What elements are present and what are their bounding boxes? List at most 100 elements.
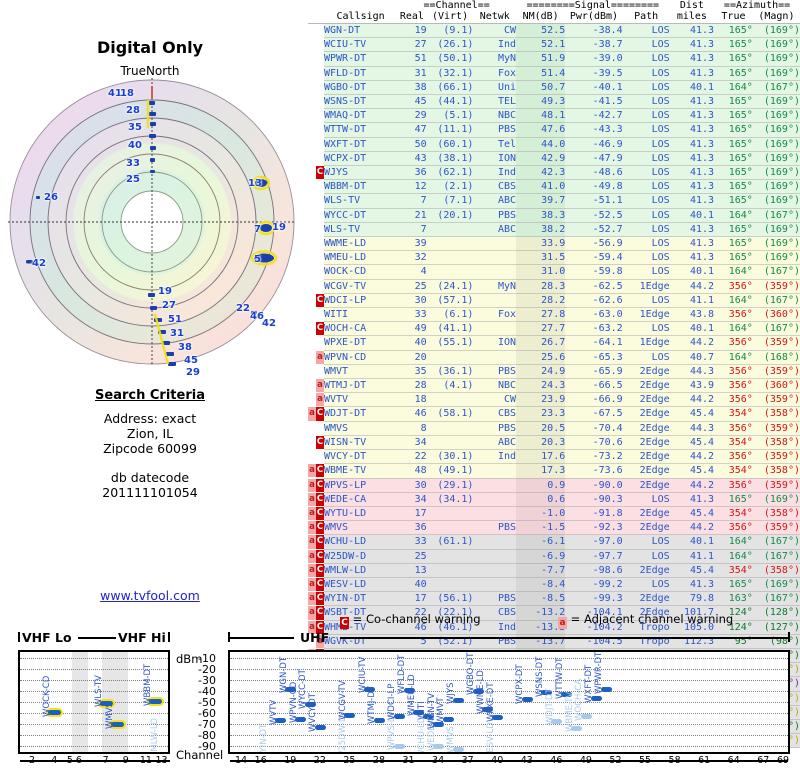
col-header-callsign[interactable]: Callsign (324, 11, 398, 24)
spectrum-bar[interactable] (590, 696, 602, 702)
table-row[interactable]: WOCK-CD 4 31.0 -59.8 LOS 40.1 164° (167°) (308, 264, 800, 280)
col-header-real[interactable]: Real (397, 11, 427, 24)
tvfool-link[interactable]: www.tvfool.com (100, 588, 200, 603)
col-header-nm[interactable]: NM(dB) (516, 11, 566, 24)
spectrum-bar[interactable] (580, 714, 592, 720)
spectrum-bar[interactable] (433, 744, 445, 750)
spectrum-bar[interactable] (413, 709, 425, 715)
table-row[interactable]: a C WDJT-DT 46 (58.1) CBS 23.3 -67.5 2Edge 45.4 35… (308, 406, 800, 422)
cell-azimuth-magnetic: (169°) (752, 165, 800, 181)
table-row[interactable]: WCIU-TV 27 (26.1) Ind 52.1 -38.7 LOS 41.3 165° (1… (308, 37, 800, 53)
table-row[interactable]: WGN-DT 19 (9.1) CW 52.5 -38.4 LOS 41.3 165° (169°… (308, 23, 800, 39)
table-row[interactable]: C WISN-TV 34 ABC 20.3 -70.6 2Edge 45.4 354° (358°… (308, 435, 800, 451)
table-row[interactable]: a C WEDE-CA 34 (34.1) 0.6 -90.3 LOS 41.3 165° (169… (308, 492, 800, 507)
spectrum-bar[interactable] (482, 707, 494, 713)
table-row[interactable]: a C W25DW-D 25 -6.9 -97.7 LOS 41.1 164° (167°) (308, 549, 800, 564)
spectrum-bar[interactable] (452, 697, 464, 703)
col-header-path[interactable]: Path (622, 11, 670, 24)
table-row[interactable]: WGBO-DT 38 (66.1) Uni 50.7 -40.1 LOS 40.1 164° (1… (308, 80, 800, 96)
cell-power: -52.7 (565, 222, 623, 238)
spectrum-bar[interactable] (393, 713, 405, 719)
table-row[interactable]: WMVT 35 (36.1) PBS 24.9 -65.9 2Edge 44.3 356° (35… (308, 364, 800, 380)
table-row[interactable]: a WGVK-DT 5 (52.1) PBS -13.7 -104.5 Tropo 112.3 9… (308, 634, 800, 649)
table-row[interactable]: WPXE-DT 40 (55.1) ION 26.7 -64.1 1Edge 44.2 356°… (308, 335, 800, 351)
spectrum-bar[interactable] (314, 725, 326, 731)
spectrum-bar[interactable] (156, 754, 169, 755)
table-row[interactable]: WCGV-TV 25 (24.1) MyN 28.3 -62.5 1Edge 44.2 356°… (308, 279, 800, 294)
table-row[interactable]: WPWR-DT 51 (50.1) MyN 51.9 -39.0 LOS 41.3 165° (1… (308, 51, 800, 67)
table-row[interactable]: a WPVN-CD 20 25.6 -65.3 LOS 40.7 164° (168°) (308, 350, 800, 365)
spectrum-bar[interactable] (285, 686, 297, 692)
table-row[interactable]: C WOCH-CA 49 (41.1) 27.7 -63.2 LOS 40.1 164° (167… (308, 321, 800, 337)
table-row[interactable]: WTTW-DT 47 (11.1) PBS 47.6 -43.3 LOS 41.3 165° (1… (308, 122, 800, 138)
table-row[interactable]: C WJYS 36 (62.1) Ind 42.3 -48.6 LOS 41.3 165° (169… (308, 165, 800, 181)
table-row[interactable]: WLS-TV 7 (7.1) ABC 39.7 -51.1 LOS 41.3 165° (169°… (308, 193, 800, 209)
col-header-virt[interactable]: (Virt) (426, 11, 474, 24)
table-row[interactable]: WCPX-DT 43 (38.1) ION 42.9 -47.9 LOS 41.3 165° (1… (308, 151, 800, 167)
cell-power: -104.1 (565, 605, 623, 621)
spectrum-bar[interactable] (541, 690, 553, 696)
spectrum-bar[interactable] (364, 686, 376, 692)
col-header-pwr[interactable]: Pwr(dBm) (565, 11, 623, 24)
table-row[interactable]: WMAQ-DT 29 (5.1) NBC 48.1 -42.7 LOS 41.3 165° (16… (308, 108, 800, 124)
spectrum-bar[interactable] (492, 715, 504, 721)
table-row[interactable]: a C WBME-TV 48 (49.1) 17.3 -73.6 2Edge 45.4 354°(… (308, 463, 800, 479)
spectrum-bar[interactable] (99, 700, 113, 706)
table-row[interactable]: WFLD-DT 31 (32.1) Fox 51.4 -39.5 LOS 41.3 165° (1… (308, 66, 800, 81)
spectrum-bar[interactable] (423, 751, 435, 752)
spectrum-bar[interactable] (373, 717, 385, 723)
table-row[interactable]: a WVTV 18 CW 23.9 -66.9 2Edge 44.2 356° (359°) (308, 392, 800, 408)
table-row[interactable]: WLS-TV 7 ABC 38.2 -52.7 LOS 41.3 165° (169°) (308, 222, 800, 238)
table-row[interactable]: WXFT-DT 50 (60.1) Tel 44.0 -46.9 LOS 41.3 165° (1… (308, 137, 800, 152)
table-row[interactable]: a C WYIN-DT 17 (56.1) PBS -8.5 -99.3 2Edge 79.8 16… (308, 591, 800, 607)
cell-path: 2Edge (622, 406, 670, 422)
table-row[interactable]: WVCY-DT 22 (30.1) Ind 17.6 -73.2 2Edge 44.2 356°… (308, 449, 800, 465)
spectrum-bar[interactable] (561, 692, 573, 698)
spectrum-bar[interactable] (275, 718, 287, 724)
table-row[interactable]: a C WESV-LD 40 -8.4 -99.2 LOS 41.3 165° (169°) (308, 577, 800, 593)
table-row[interactable]: WBBM-DT 12 (2.1) CBS 41.0 -49.8 LOS 41.3 165° (16… (308, 179, 800, 195)
adjacent-warning-icon: a (308, 535, 316, 549)
table-row[interactable]: a C WMLW-LD 13 -7.7 -98.6 2Edge 45.4 354° (358°) (308, 563, 800, 578)
dbm-tick-label: -50 (198, 696, 216, 709)
spectrum-bar[interactable] (521, 697, 533, 703)
spectrum-bar[interactable] (48, 710, 62, 716)
table-row[interactable]: a C WMVS 36 PBS -1.5 -92.3 2Edge 44.2 356° (359°) (308, 520, 800, 536)
table-row[interactable]: WMEU-LD 32 31.5 -59.4 LOS 41.3 165° (169°) (308, 250, 800, 266)
spectrum-bar[interactable] (304, 702, 316, 708)
col-header-miles[interactable]: miles (669, 11, 715, 24)
spectrum-bar[interactable] (403, 687, 415, 693)
chart-gridline (20, 657, 168, 659)
spectrum-bar[interactable] (295, 716, 307, 722)
col-header-magn[interactable]: (Magn) (752, 11, 800, 24)
cell-noise-margin: -1.0 (516, 506, 566, 522)
col-header-true[interactable]: True (714, 11, 753, 24)
spectrum-bar[interactable] (393, 743, 405, 749)
spectrum-bar[interactable] (571, 725, 583, 731)
spectrum-bar[interactable] (148, 699, 162, 705)
spectrum-bar[interactable] (600, 687, 612, 693)
table-row[interactable]: a C WYTU-LD 17 -1.0 -91.8 2Edge 45.4 354° (358°) (308, 506, 800, 522)
spectrum-bar[interactable] (551, 718, 563, 724)
table-row[interactable]: WSNS-DT 45 (44.1) TEL 49.3 -41.5 LOS 41.3 165° (1… (308, 94, 800, 110)
table-row[interactable]: a C WSBT-DT 22 (22.1) CBS -13.2 -104.1 2Edge 101.… (308, 605, 800, 621)
cell-noise-margin: 47.6 (516, 122, 566, 138)
table-row[interactable]: aCWHME-TV46(46.1)Ind-13.3-104.2Tropo105.… (308, 620, 800, 635)
table-row[interactable]: WYCC-DT 21 (20.1) PBS 38.3 -52.5 LOS 40.1 164° (1… (308, 208, 800, 223)
table-row[interactable]: a WTMJ-DT 28 (4.1) NBC 24.3 -66.5 2Edge 43.9 356°… (308, 378, 800, 394)
spectrum-bar[interactable] (110, 722, 124, 728)
spectrum-bar[interactable] (442, 717, 454, 723)
spectrum-bar[interactable] (433, 722, 445, 728)
table-row[interactable]: WITI 33 (6.1) Fox 27.8 -63.0 1Edge 43.8 356° (360… (308, 307, 800, 323)
spectrum-bar[interactable] (344, 753, 355, 755)
table-row[interactable]: a C WPVS-LP 30 (29.1) 0.9 -90.0 2Edge 44.2 356° (3… (308, 478, 800, 493)
table-row[interactable]: WWME-LD 39 33.9 -56.9 LOS 41.3 165° (169°) (308, 236, 800, 252)
col-header-netwk[interactable]: Netwk (473, 11, 517, 24)
spectrum-bar[interactable] (452, 746, 464, 752)
table-row[interactable]: C WDCI-LP 30 (57.1) 28.2 -62.6 LOS 41.1 164° (167… (308, 293, 800, 309)
table-row[interactable]: a C WCHU-LD 33 (61.1) -6.1 -97.0 LOS 40.1 164° (16… (308, 534, 800, 550)
spectrum-bar[interactable] (472, 688, 484, 694)
spectrum-bar[interactable] (423, 713, 435, 719)
spectrum-bar[interactable] (344, 713, 356, 719)
table-row[interactable]: WMVS 8 PBS 20.5 -70.4 2Edge 44.3 356° (359°) (308, 421, 800, 436)
